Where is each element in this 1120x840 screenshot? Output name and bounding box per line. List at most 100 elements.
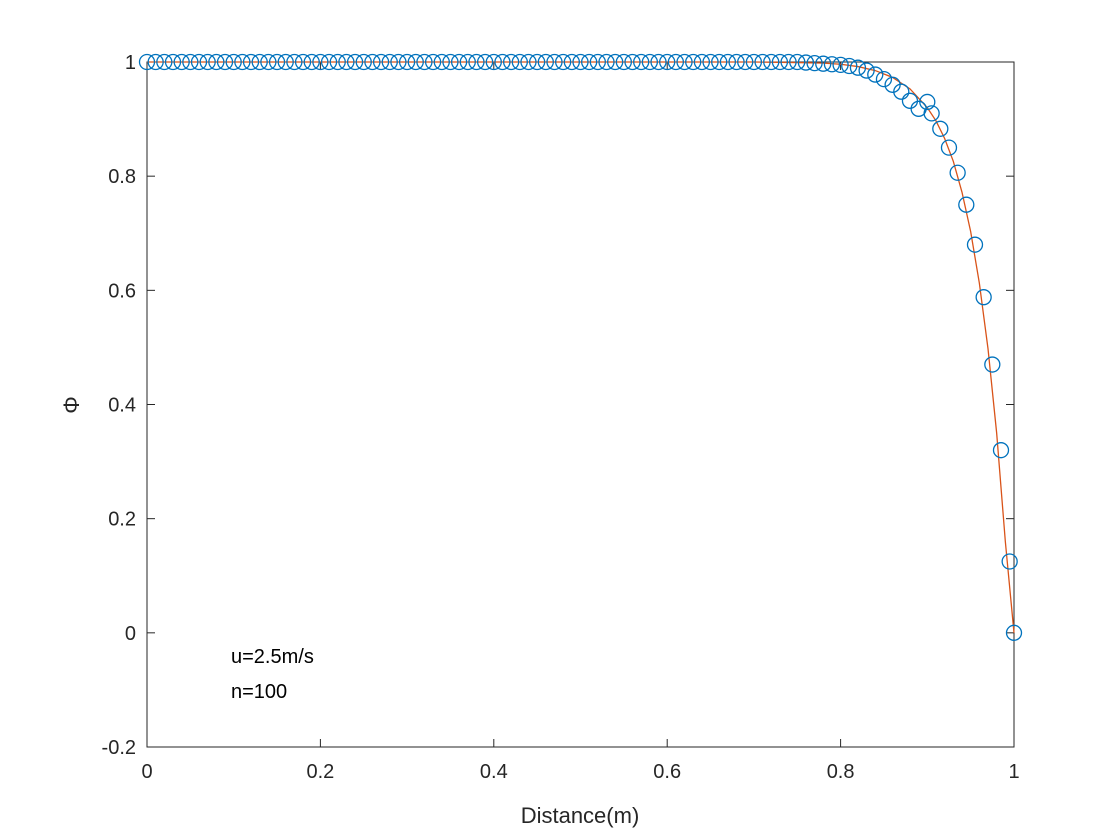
data-point	[173, 53, 190, 71]
data-point	[190, 53, 208, 71]
y-tick-label: 0	[125, 623, 136, 645]
data-point	[806, 54, 823, 72]
x-tick-label: 0.6	[653, 761, 681, 783]
data-point	[685, 53, 702, 71]
data-point	[1001, 553, 1018, 570]
x-axis-label: Distance(m)	[521, 803, 640, 828]
data-point	[225, 53, 242, 71]
data-point	[450, 53, 468, 71]
y-axis-label: Φ	[59, 396, 84, 414]
data-point	[789, 53, 806, 71]
annotation-grid-count: n=100	[231, 681, 287, 703]
data-point	[260, 53, 277, 71]
data-point	[589, 53, 606, 71]
data-point	[199, 53, 216, 71]
data-point	[398, 53, 416, 71]
data-point	[459, 53, 476, 71]
data-point	[949, 164, 966, 181]
x-tick-label: 0.4	[480, 761, 508, 783]
data-point	[763, 53, 780, 71]
data-point	[511, 53, 528, 71]
data-point	[138, 53, 156, 71]
data-point	[607, 53, 624, 71]
data-point	[702, 53, 719, 71]
data-point	[312, 53, 329, 71]
data-point	[381, 53, 398, 71]
data-point	[667, 53, 685, 71]
data-point	[277, 53, 294, 71]
data-point	[563, 53, 580, 71]
data-point	[476, 53, 494, 71]
data-point	[537, 53, 554, 71]
data-point	[659, 53, 676, 71]
data-markers	[138, 53, 1023, 641]
data-point	[958, 196, 975, 213]
data-point	[975, 289, 992, 306]
data-point	[424, 53, 442, 71]
data-point	[719, 53, 737, 71]
data-point	[355, 53, 372, 71]
data-point	[849, 59, 867, 76]
data-point	[650, 53, 667, 71]
data-point	[745, 53, 763, 71]
data-point	[294, 53, 312, 71]
data-point	[286, 53, 303, 71]
y-tick-label: 0.8	[108, 166, 136, 188]
data-point	[442, 53, 459, 71]
data-point	[494, 53, 511, 71]
data-point	[485, 53, 502, 71]
data-point	[529, 53, 546, 71]
data-point	[737, 53, 754, 71]
data-point	[572, 53, 589, 71]
data-point	[320, 53, 338, 71]
data-point	[693, 53, 711, 71]
data-point	[919, 93, 936, 111]
data-point	[433, 53, 450, 71]
data-point	[711, 53, 728, 71]
data-point	[555, 53, 572, 71]
data-point	[372, 53, 390, 71]
data-point	[338, 53, 355, 71]
data-point	[754, 53, 771, 71]
data-point	[416, 53, 433, 71]
data-point	[641, 53, 659, 71]
data-point	[390, 53, 407, 71]
data-point	[771, 53, 789, 71]
data-point	[520, 53, 537, 71]
y-tick-label: -0.2	[102, 737, 136, 759]
data-point	[502, 53, 520, 71]
data-point	[251, 53, 268, 71]
y-tick-label: 0.6	[108, 280, 136, 302]
data-point	[147, 53, 164, 71]
data-point	[875, 70, 893, 88]
data-point	[940, 139, 958, 156]
plot-box	[146, 61, 1015, 748]
y-tick-label: 1	[125, 52, 136, 74]
data-point	[234, 53, 251, 71]
data-point	[164, 53, 182, 71]
data-point	[364, 53, 381, 71]
y-tick-label: 0.4	[108, 395, 136, 417]
data-point	[858, 62, 875, 79]
data-point	[893, 83, 910, 100]
data-point	[468, 53, 485, 71]
data-point	[624, 53, 641, 71]
data-point	[329, 53, 346, 71]
y-axis: -0.2 0 0.2 0.4 0.6 0.8 1	[102, 52, 1014, 759]
data-point	[182, 53, 199, 71]
data-point	[728, 53, 745, 71]
data-point	[156, 53, 173, 71]
x-tick-label: 0.8	[827, 761, 855, 783]
data-point	[932, 120, 949, 137]
data-point	[303, 53, 320, 71]
data-point	[581, 53, 598, 71]
fitted-curve	[147, 61, 1015, 633]
data-point	[992, 442, 1010, 459]
data-point	[242, 53, 260, 71]
data-point	[815, 55, 832, 72]
fitted-curve-line	[147, 61, 1015, 633]
data-point	[268, 53, 286, 71]
data-point	[823, 56, 841, 73]
annotation-velocity: u=2.5m/s	[231, 646, 314, 668]
